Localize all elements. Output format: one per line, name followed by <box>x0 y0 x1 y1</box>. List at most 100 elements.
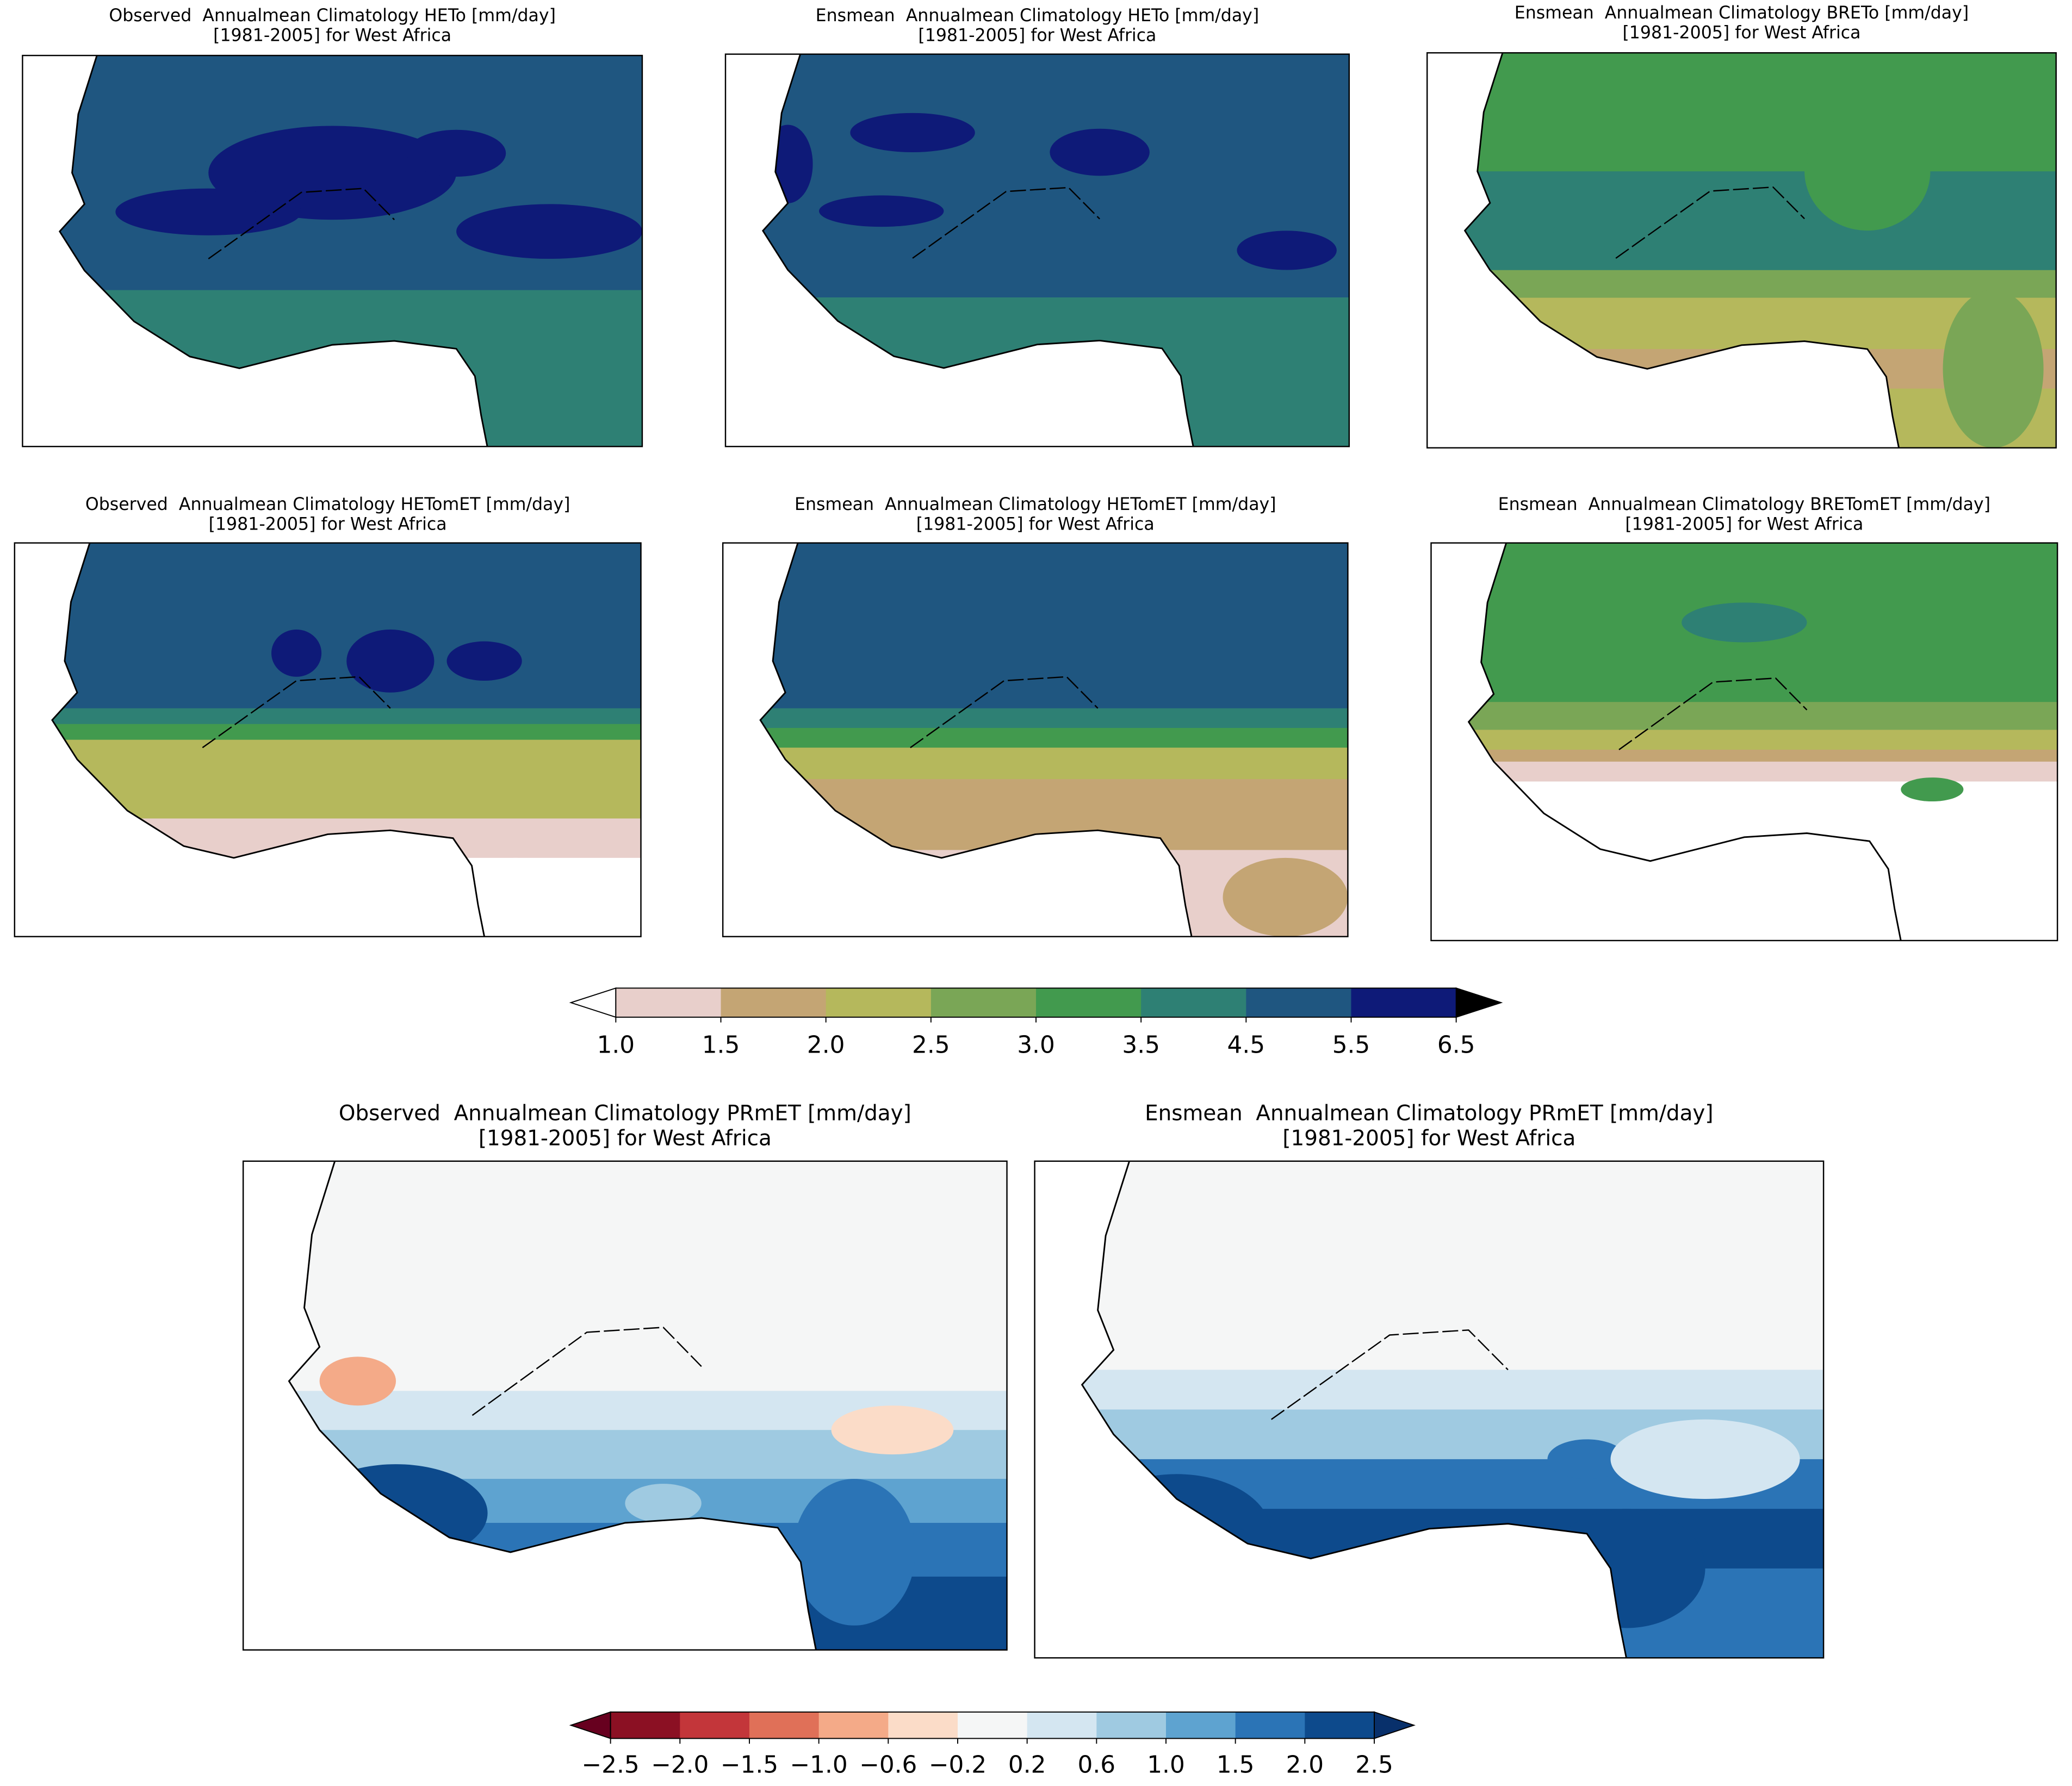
field-band <box>760 708 1348 729</box>
border-line <box>472 1327 702 1416</box>
panel-title: Ensmean Annualmean Climatology HETomET [… <box>795 495 1276 514</box>
field-patch <box>1050 128 1150 176</box>
colorbar-segment <box>888 1712 958 1739</box>
field-band <box>760 748 1348 780</box>
colorbar-segment <box>616 988 722 1017</box>
field-band <box>52 708 641 725</box>
border-line <box>202 676 391 749</box>
panel-title: Observed Annualmean Climatology HETo [mm… <box>109 6 556 26</box>
colorbar-under <box>569 1711 611 1739</box>
colorbar-segment <box>1165 1712 1236 1739</box>
colorbar-tick-label: 4.5 <box>1227 1031 1265 1059</box>
colorbar-tick-label: −0.2 <box>929 1751 987 1779</box>
map-field <box>1468 543 2058 941</box>
map-field <box>1465 53 2056 448</box>
colorbar-tick-label: 3.0 <box>1017 1031 1055 1059</box>
colorbar-segment <box>680 1712 750 1739</box>
panel-frame <box>1034 1160 1825 1659</box>
field-patch <box>1943 290 2044 448</box>
colorbar-segment <box>1246 988 1352 1017</box>
panel-frame <box>1430 542 2058 942</box>
field-patch <box>346 629 435 693</box>
colorbar-tick-label: 0.6 <box>1078 1751 1116 1779</box>
border-line <box>912 186 1100 259</box>
colorbar-segment <box>1305 1712 1375 1739</box>
field-patch <box>1610 1419 1800 1499</box>
panel-frame <box>724 53 1350 447</box>
colorbar-under <box>569 987 617 1018</box>
panel-title: Ensmean Annualmean Climatology BRETo [mm… <box>1515 3 1969 23</box>
field-patch <box>831 1405 954 1455</box>
panel-frame <box>242 1160 1008 1651</box>
panel-title: Ensmean Annualmean Climatology BRETomET … <box>1498 495 1990 514</box>
coastline <box>1463 52 1900 448</box>
field-band <box>1468 749 2058 763</box>
border-line <box>1618 677 1808 750</box>
panel-frame <box>14 542 642 937</box>
panel-title: Observed Annualmean Climatology PRmET [m… <box>339 1101 911 1125</box>
field-band <box>52 739 641 788</box>
field-band <box>1082 1161 1824 1371</box>
field-patch <box>1547 1439 1627 1479</box>
map-field <box>59 55 642 447</box>
colorbar-segment <box>1036 988 1142 1017</box>
field-patch <box>319 1356 396 1406</box>
field-patch <box>793 1479 916 1626</box>
field-patch <box>1223 857 1348 937</box>
border-line <box>208 188 395 260</box>
field-patch <box>115 188 302 235</box>
panel-title: Ensmean Annualmean Climatology HETo [mm/… <box>816 6 1260 26</box>
field-band <box>289 1161 1007 1392</box>
field-band <box>1465 53 2056 172</box>
colorbar-over <box>1455 987 1503 1018</box>
colorbar-over <box>1374 1711 1416 1739</box>
coastline <box>759 543 1193 937</box>
field-patch <box>1237 231 1337 270</box>
coastline <box>288 1161 817 1651</box>
panel-title: Observed Annualmean Climatology HETomET … <box>85 495 570 514</box>
panel-subtitle: [1981-2005] for West Africa <box>1622 23 1860 42</box>
field-band <box>1468 730 2058 751</box>
colorbar-tick-label: 6.5 <box>1437 1031 1475 1059</box>
colorbar-tick-label: 3.5 <box>1122 1031 1160 1059</box>
field-patch <box>1553 210 1805 251</box>
colorbar-tick-label: 5.5 <box>1332 1031 1370 1059</box>
colorbar-tick-label: 1.5 <box>702 1031 740 1059</box>
colorbar-segment <box>1351 988 1457 1017</box>
panel-frame <box>722 542 1349 937</box>
colorbar-segment <box>1027 1712 1097 1739</box>
colorbar-tick-label: 2.0 <box>1286 1751 1324 1779</box>
colorbar-frame <box>610 1711 1375 1739</box>
colorbar-segment <box>721 988 827 1017</box>
colorbar-tick-label: 2.5 <box>1355 1751 1393 1779</box>
colorbar-tick-label: −2.0 <box>651 1751 709 1779</box>
border-line <box>1271 1329 1509 1420</box>
colorbar-segment <box>957 1712 1028 1739</box>
colorbar-segment <box>930 988 1037 1017</box>
colorbar-tick-label: 0.2 <box>1008 1751 1046 1779</box>
colorbar-segment <box>1235 1712 1306 1739</box>
border-line <box>1615 186 1805 259</box>
field-patch <box>1804 112 1931 231</box>
coastline <box>58 55 488 447</box>
coastline <box>1081 1161 1627 1658</box>
colorbar-tick-label: −2.5 <box>582 1751 640 1779</box>
panel-subtitle: [1981-2005] for West Africa <box>916 514 1155 534</box>
coastline <box>761 54 1194 447</box>
colorbar-segment <box>610 1712 681 1739</box>
field-patch <box>453 857 579 937</box>
colorbar-tick-label: 1.5 <box>1217 1751 1255 1779</box>
field-patch <box>850 113 975 153</box>
field-band <box>760 543 1348 709</box>
colorbar-tick-label: −0.6 <box>859 1751 917 1779</box>
colorbar-tick-label: 2.0 <box>807 1031 845 1059</box>
colorbar-tick-label: 1.0 <box>1147 1751 1185 1779</box>
field-patch <box>456 204 642 259</box>
field-band <box>1465 270 2056 298</box>
colorbar-tick-label: −1.0 <box>790 1751 848 1779</box>
colorbar-segment <box>1096 1712 1167 1739</box>
panel-subtitle: [1981-2005] for West Africa <box>918 26 1156 45</box>
field-patch <box>1901 777 1964 801</box>
field-band <box>760 727 1348 749</box>
panel-subtitle: [1981-2005] for West Africa <box>209 514 447 534</box>
